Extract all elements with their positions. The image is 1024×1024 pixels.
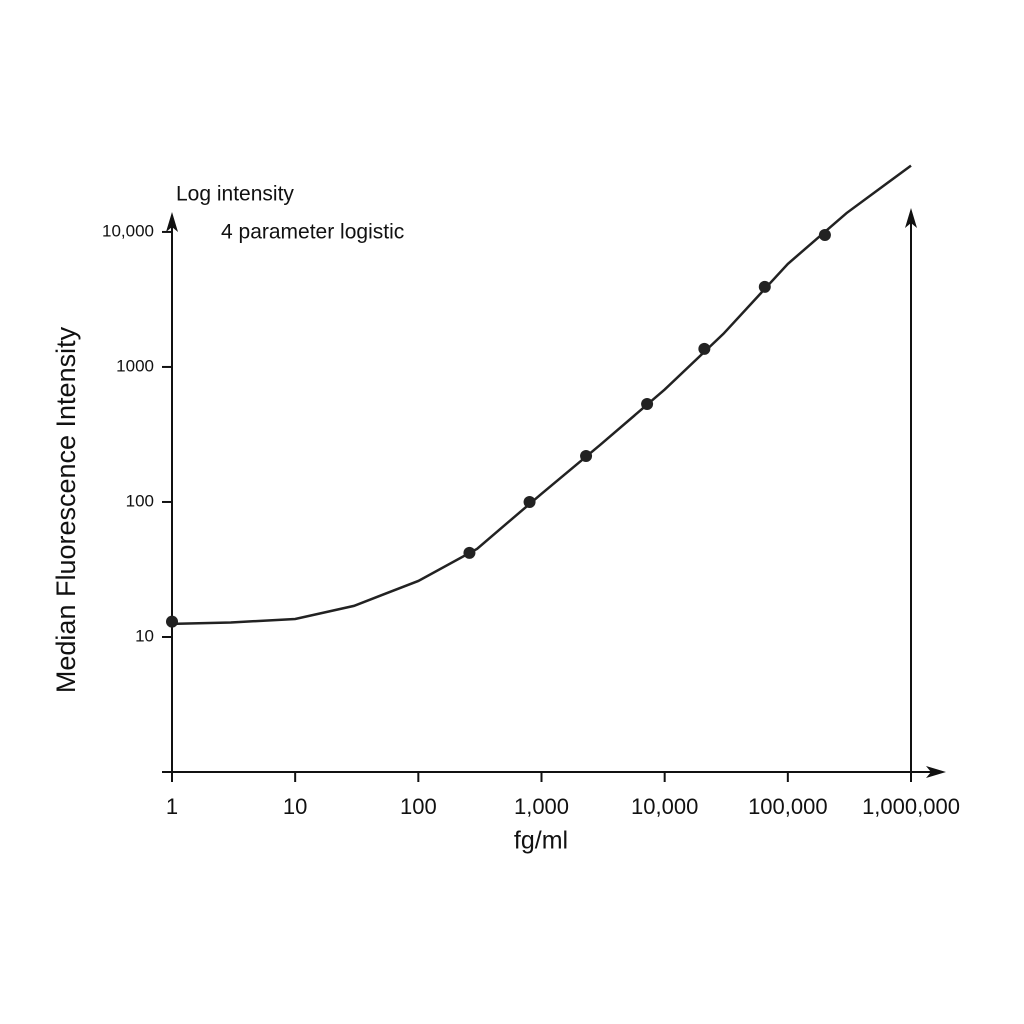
arrows bbox=[166, 208, 946, 778]
x-tick-label: 100 bbox=[400, 794, 437, 819]
x-tick-label: 1 bbox=[166, 794, 178, 819]
data-point bbox=[463, 546, 476, 559]
arrow bbox=[166, 212, 178, 232]
chart-subtitle: 4 parameter logistic bbox=[221, 221, 404, 244]
arrow bbox=[905, 208, 917, 228]
x-tick-label: 10 bbox=[283, 794, 307, 819]
y-axis-label: Median Fluorescence Intensity bbox=[51, 326, 81, 693]
x-axis-label: fg/ml bbox=[514, 827, 568, 855]
x-tick-label: 1,000,000 bbox=[862, 794, 960, 819]
y-tick-label: 1000 bbox=[116, 356, 154, 375]
data-point bbox=[580, 450, 593, 463]
arrow bbox=[926, 766, 946, 778]
y-tick-label: 10,000 bbox=[102, 221, 154, 240]
x-tick-label: 1,000 bbox=[514, 794, 569, 819]
chart-title: Log intensity bbox=[176, 183, 294, 206]
data-point bbox=[523, 495, 536, 508]
y-tick-label: 10 bbox=[135, 626, 154, 645]
data-point bbox=[758, 280, 771, 293]
data-point bbox=[818, 228, 831, 241]
axes bbox=[162, 218, 935, 773]
y-tick-label: 100 bbox=[126, 491, 154, 510]
data-point bbox=[641, 397, 654, 410]
data-point bbox=[698, 342, 711, 355]
fit-curve bbox=[171, 164, 912, 626]
x-tick-label: 100,000 bbox=[748, 794, 828, 819]
x-tick-label: 10,000 bbox=[631, 794, 698, 819]
data-point bbox=[166, 615, 178, 628]
